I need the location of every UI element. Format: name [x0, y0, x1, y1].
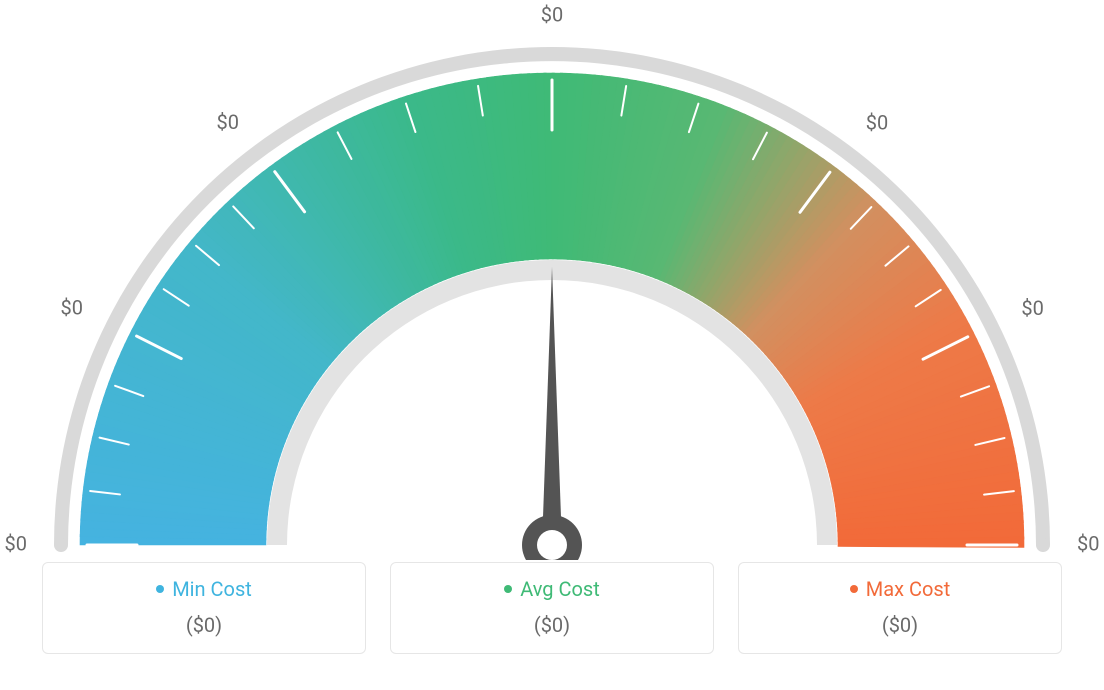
- legend-dot-min: [156, 585, 164, 593]
- gauge-area: $0 $0 $0 $0 $0 $0 $0: [0, 0, 1104, 560]
- legend-dot-avg: [504, 585, 512, 593]
- scale-label: $0: [5, 531, 27, 555]
- scale-label: $0: [541, 2, 563, 26]
- scale-label: $0: [216, 110, 238, 134]
- scale-label: $0: [1021, 296, 1043, 320]
- scale-label: $0: [60, 295, 82, 319]
- legend-value-avg: ($0): [401, 613, 703, 637]
- gauge-svg: $0 $0 $0 $0 $0 $0 $0: [0, 0, 1104, 560]
- cost-gauge-widget: $0 $0 $0 $0 $0 $0 $0 Min Cost ($0) Avg Cost ($…: [0, 0, 1104, 690]
- scale-label: $0: [1077, 531, 1099, 555]
- legend-label-min: Min Cost: [172, 577, 252, 601]
- legend-card-min: Min Cost ($0): [42, 562, 366, 654]
- legend-value-max: ($0): [749, 613, 1051, 637]
- scale-label: $0: [866, 110, 888, 134]
- legend-card-avg: Avg Cost ($0): [390, 562, 714, 654]
- legend-dot-max: [850, 585, 858, 593]
- legend-value-min: ($0): [53, 613, 355, 637]
- legend-label-avg: Avg Cost: [520, 577, 600, 601]
- legend-label-max: Max Cost: [866, 577, 951, 601]
- legend-row: Min Cost ($0) Avg Cost ($0) Max Cost ($0…: [0, 562, 1104, 654]
- legend-card-max: Max Cost ($0): [738, 562, 1062, 654]
